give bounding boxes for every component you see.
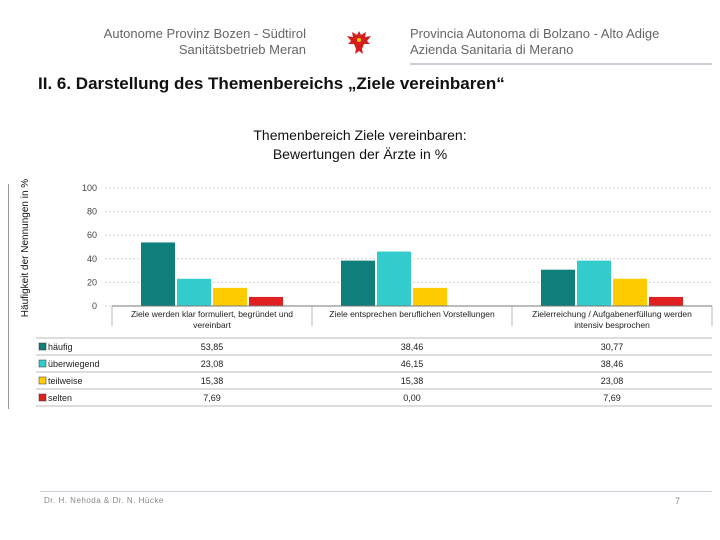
bar-teilweise-1 — [213, 287, 247, 306]
legend-swatch-teilweise — [38, 376, 47, 385]
table-value: 23,08 — [601, 376, 624, 386]
header-left: Autonome Provinz Bozen - Südtirol Sanitä… — [40, 26, 306, 58]
table-value: 30,77 — [601, 342, 624, 352]
category-label: Ziele entsprechen beruflichen Vorstellun… — [329, 309, 495, 319]
bar-überwiegend-3 — [577, 260, 611, 306]
category-label: Zielerreichung / Aufgabenerfüllung werde… — [532, 309, 692, 319]
category-label: vereinbart — [193, 320, 231, 330]
table-value: 53,85 — [201, 342, 224, 352]
legend-swatch-überwiegend — [38, 359, 47, 368]
header-rule — [410, 63, 712, 65]
chart-title: Themenbereich Ziele vereinbaren: Bewertu… — [200, 126, 520, 164]
legend-label: teilweise — [48, 376, 83, 386]
bar-häufig-3 — [541, 269, 575, 306]
page-number: 7 — [674, 496, 680, 506]
bar-teilweise-2 — [413, 287, 447, 306]
slide-left-divider — [8, 184, 9, 409]
bar-häufig-2 — [341, 260, 375, 306]
section-title: II. 6. Darstellung des Themenbereichs „Z… — [38, 74, 505, 93]
y-tick-label: 40 — [87, 254, 97, 264]
table-value: 15,38 — [201, 376, 224, 386]
bar-chart: Häufigkeit der Nennungen in % 0 20 40 60 80 10… — [20, 179, 713, 407]
header-left-line1: Autonome Provinz Bozen - Südtirol — [103, 26, 306, 41]
header-right-line2: Azienda Sanitaria di Merano — [410, 42, 574, 57]
y-tick-label: 80 — [87, 207, 97, 217]
table-value: 7,69 — [203, 393, 221, 403]
bar-teilweise-3 — [613, 278, 647, 306]
chart-title-line1: Themenbereich Ziele vereinbaren: — [253, 127, 467, 143]
category-label: Ziele werden klar formuliert, begründet … — [131, 309, 293, 319]
footer-rule — [40, 491, 712, 492]
legend-label: selten — [48, 393, 72, 403]
table-value: 38,46 — [401, 342, 424, 352]
bar-häufig-1 — [141, 242, 175, 306]
table-value: 7,69 — [603, 393, 621, 403]
bar-selten-3 — [649, 296, 683, 306]
legend-swatch-häufig — [38, 342, 47, 351]
table-value: 0,00 — [403, 393, 421, 403]
bar-überwiegend-1 — [177, 278, 211, 306]
y-axis-label: Häufigkeit der Nennungen in % — [20, 179, 31, 318]
table-value: 46,15 — [401, 359, 424, 369]
category-label: intensiv besprochen — [574, 320, 650, 330]
chart-title-line2: Bewertungen der Ärzte in % — [272, 146, 448, 162]
y-tick-label: 20 — [87, 277, 97, 287]
y-tick-label: 100 — [82, 183, 97, 193]
y-tick-label: 0 — [92, 301, 97, 311]
tyrolean-eagle-icon — [347, 31, 371, 54]
bar-überwiegend-2 — [377, 251, 411, 306]
header-left-line2: Sanitätsbetrieb Meran — [178, 42, 306, 57]
table-value: 38,46 — [601, 359, 624, 369]
legend-swatch-selten — [38, 393, 47, 402]
legend-label: überwiegend — [48, 359, 100, 369]
header-right: Provincia Autonoma di Bolzano - Alto Adi… — [410, 26, 710, 58]
y-tick-label: 60 — [87, 230, 97, 240]
bar-selten-1 — [249, 296, 283, 306]
header-right-line1: Provincia Autonoma di Bolzano - Alto Adi… — [410, 26, 660, 41]
table-value: 23,08 — [201, 359, 224, 369]
footer-authors: Dr. H. Nehoda & Dr. N. Hücke — [44, 496, 164, 505]
table-value: 15,38 — [401, 376, 424, 386]
legend-label: häufig — [48, 342, 73, 352]
